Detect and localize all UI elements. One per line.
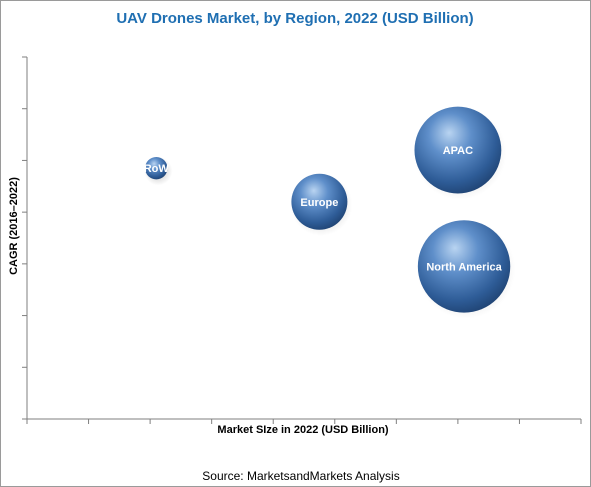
axes bbox=[22, 56, 582, 424]
x-axis-title: Market SIze in 2022 (USD Billion) bbox=[217, 424, 388, 436]
bubble-north-america: North America bbox=[416, 220, 516, 319]
bubble-row: RoW bbox=[144, 156, 173, 186]
x-ticks bbox=[26, 419, 582, 424]
source-note: Source: MarketsandMarkets Analysis bbox=[202, 469, 399, 483]
bubble-label: APAC bbox=[443, 145, 473, 157]
bubbles-layer: RoW Europe APAC North America bbox=[144, 106, 516, 319]
bubble-europe: Europe bbox=[290, 173, 353, 236]
bubble-label: Europe bbox=[300, 197, 338, 209]
y-ticks bbox=[22, 56, 27, 420]
bubble-point bbox=[414, 106, 502, 194]
bubble-label: RoW bbox=[144, 163, 170, 175]
bubble-point bbox=[145, 156, 168, 180]
bubble-point bbox=[291, 173, 348, 230]
bubble-apac: APAC bbox=[413, 106, 507, 200]
y-axis-title: CAGR (2016–2022) bbox=[8, 177, 20, 275]
bubble-point bbox=[417, 220, 511, 313]
bubble-label: North America bbox=[426, 261, 502, 273]
chart-title: UAV Drones Market, by Region, 2022 (USD … bbox=[116, 10, 473, 27]
